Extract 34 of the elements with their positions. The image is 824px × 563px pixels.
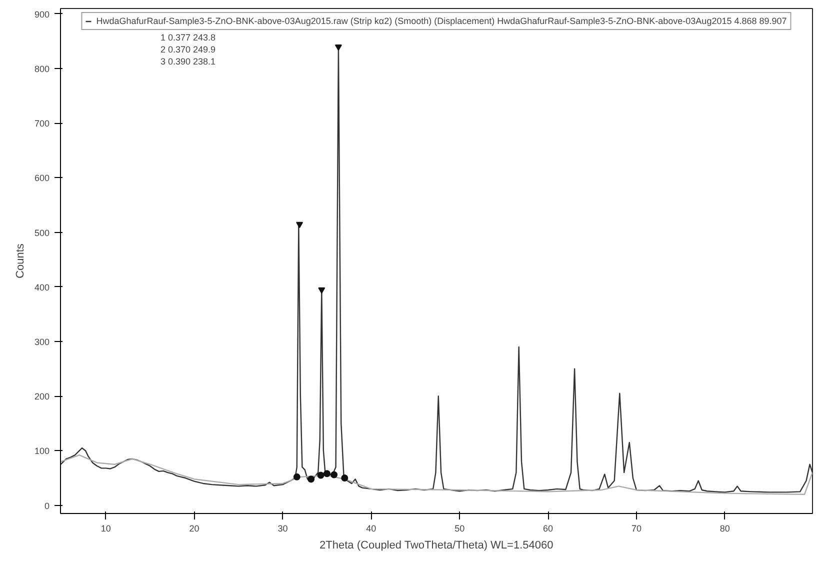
y-axis-title: Counts	[14, 243, 26, 278]
point	[341, 474, 348, 482]
point	[330, 471, 338, 478]
y-tick-label: 700	[34, 118, 50, 129]
point	[323, 470, 330, 478]
point	[317, 472, 324, 479]
annotation: 1 0.377 243.8	[160, 32, 216, 42]
x-tick-label: 10	[100, 524, 111, 534]
y-tick-label: 400	[34, 282, 50, 292]
x-tick-label: 40	[366, 524, 376, 534]
point	[308, 476, 315, 483]
x-tick-label: 30	[278, 524, 288, 534]
y-tick-label: 600	[34, 173, 50, 184]
point	[318, 287, 326, 294]
y-tick-label: 900	[34, 9, 50, 20]
y-tick-label: 300	[34, 337, 50, 348]
y-tick-label: 800	[34, 64, 50, 74]
x-tick-label: 50	[454, 524, 465, 534]
legend-label: HwdaGhafurRauf-Sample3-5-ZnO-BNK-above-03Aug2015.raw (Strip kα2) (Smooth) (Displacement) HwdaGhafurRauf-Sample3-5-ZnO-BNK-above-03Aug2015 4.868 89.907	[96, 16, 787, 26]
y-tick-label: 100	[34, 446, 50, 456]
point	[293, 473, 300, 480]
x-tick-label: 60	[543, 524, 554, 534]
y-tick-label: 200	[34, 392, 50, 402]
annotation: 2 0.370 249.9	[160, 44, 216, 54]
x-tick-label: 20	[189, 524, 200, 534]
x-axis-title: 2Theta (Coupled TwoTheta/Theta) WL=1.54060	[320, 540, 554, 552]
point	[334, 44, 342, 51]
x-tick-label: 70	[631, 524, 642, 534]
y-tick-label: 0	[44, 500, 50, 511]
annotation: 3 0.390 238.1	[160, 56, 216, 66]
x-tick-label: 80	[720, 524, 730, 534]
point	[296, 222, 304, 228]
line-series	[60, 454, 812, 495]
y-tick-label: 500	[34, 228, 50, 238]
